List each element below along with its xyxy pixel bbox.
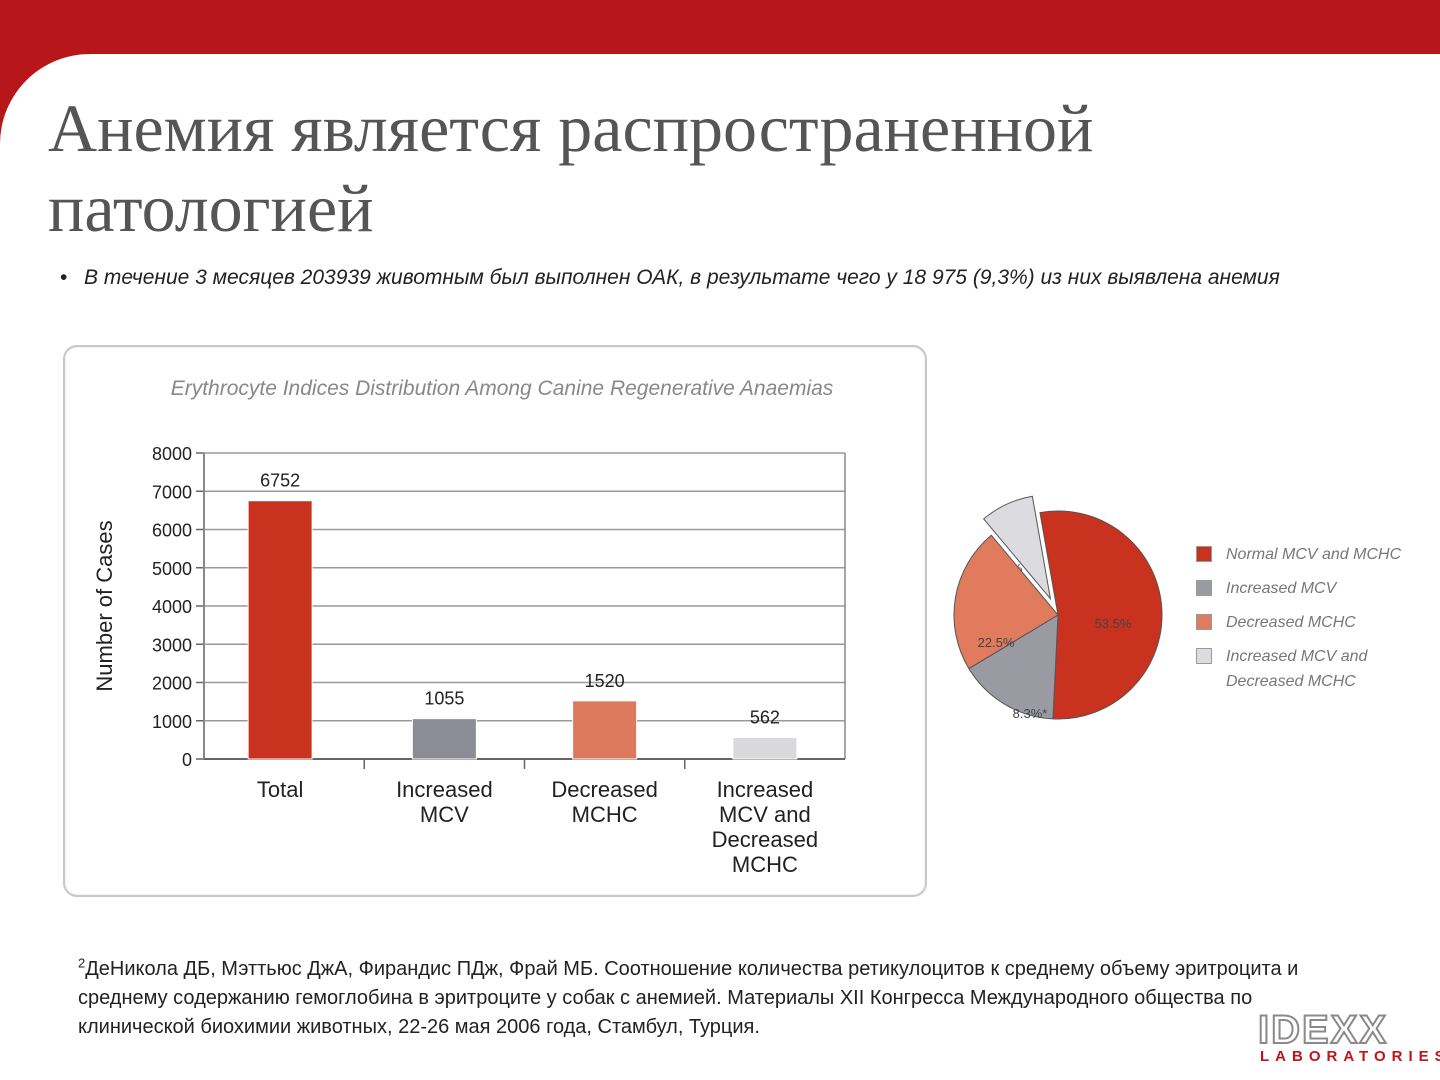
y-axis-label: Number of Cases [92,520,117,691]
bar-data-label: 1520 [585,671,625,691]
top-brand-bar [0,0,1440,54]
x-category-label: Increased [717,777,814,802]
y-tick-label: 3000 [152,635,192,655]
bar-2 [572,700,638,760]
logo-subtitle: LABORATORIES [1260,1048,1440,1065]
y-tick-label: 2000 [152,674,192,694]
x-category-label: Decreased [712,827,818,852]
bar-data-label: 6752 [260,471,300,491]
pie-slice-0 [1039,510,1163,720]
logo-wordmark: IDEXX [1257,1008,1389,1052]
pie-slice-2 [953,534,1059,670]
reference-text: ДеНикола ДБ, Мэттьюс ДжА, Фирандис ПДж, … [78,958,1299,1038]
legend-item: Increased MCV [1196,574,1436,608]
legend-label: Increased MCV [1226,580,1337,597]
legend-item: Increased MCV and Decreased MCHC [1196,642,1436,702]
y-tick-label: 6000 [152,521,192,541]
legend-swatch [1196,614,1212,630]
reference-superscript: 2 [78,955,86,971]
legend-swatch [1196,580,1212,596]
legend-label: Increased MCV and Decreased MCHC [1226,648,1368,690]
pie-slice-3 [982,495,1052,601]
legend-swatch [1196,648,1212,664]
chart-title: Erythrocyte Indices Distribution Among C… [171,377,834,400]
y-tick-label: 5000 [152,559,192,579]
bullet-text: В течение 3 месяцев 203939 животным был … [84,266,1280,289]
bar-data-label: 562 [750,708,780,728]
legend-swatch [1196,546,1212,562]
x-category-label: Increased [396,777,493,802]
y-tick-label: 7000 [152,482,192,502]
bar-chart-panel [63,345,927,897]
x-category-label: Total [257,777,303,802]
reference-footnote: 2ДеНикола ДБ, Мэттьюс ДжА, Фирандис ПДж,… [78,955,1328,1042]
bar-1 [411,718,477,760]
pie-legend: Normal MCV and MCHC Increased MCV Decrease… [1196,540,1436,702]
legend-label: Normal MCV and MCHC [1226,546,1402,563]
bullet-icon: • [60,266,68,289]
pie-slice-1 [968,614,1059,720]
idexx-logo: IDEXX LABORATORIES [1257,1008,1440,1070]
bar-0 [247,500,313,760]
slide-title: Анемия является распространенной патолог… [48,90,1094,246]
x-category-label: MCV and [719,802,811,827]
y-tick-label: 8000 [152,444,192,464]
x-category-label: MCHC [572,802,638,827]
bar-data-label: 1055 [424,689,464,709]
pie-slice-label: 53.5% [1095,616,1132,631]
x-category-label: MCV [420,802,469,827]
x-category-label: MCHC [732,852,798,877]
legend-item: Decreased MCHC [1196,608,1436,642]
pie-slice-label: 8.3%* [1013,706,1048,721]
bar-3 [732,737,798,760]
y-tick-label: 0 [182,750,192,770]
legend-item: Normal MCV and MCHC [1196,540,1436,574]
x-category-label: Decreased [551,777,657,802]
pie-slice-label: 22.5% [978,635,1015,650]
legend-label: Decreased MCHC [1226,614,1356,631]
bullet-point: • В течение 3 месяцев 203939 животным был… [60,266,1280,290]
y-tick-label: 4000 [152,597,192,617]
y-tick-label: 1000 [152,712,192,732]
